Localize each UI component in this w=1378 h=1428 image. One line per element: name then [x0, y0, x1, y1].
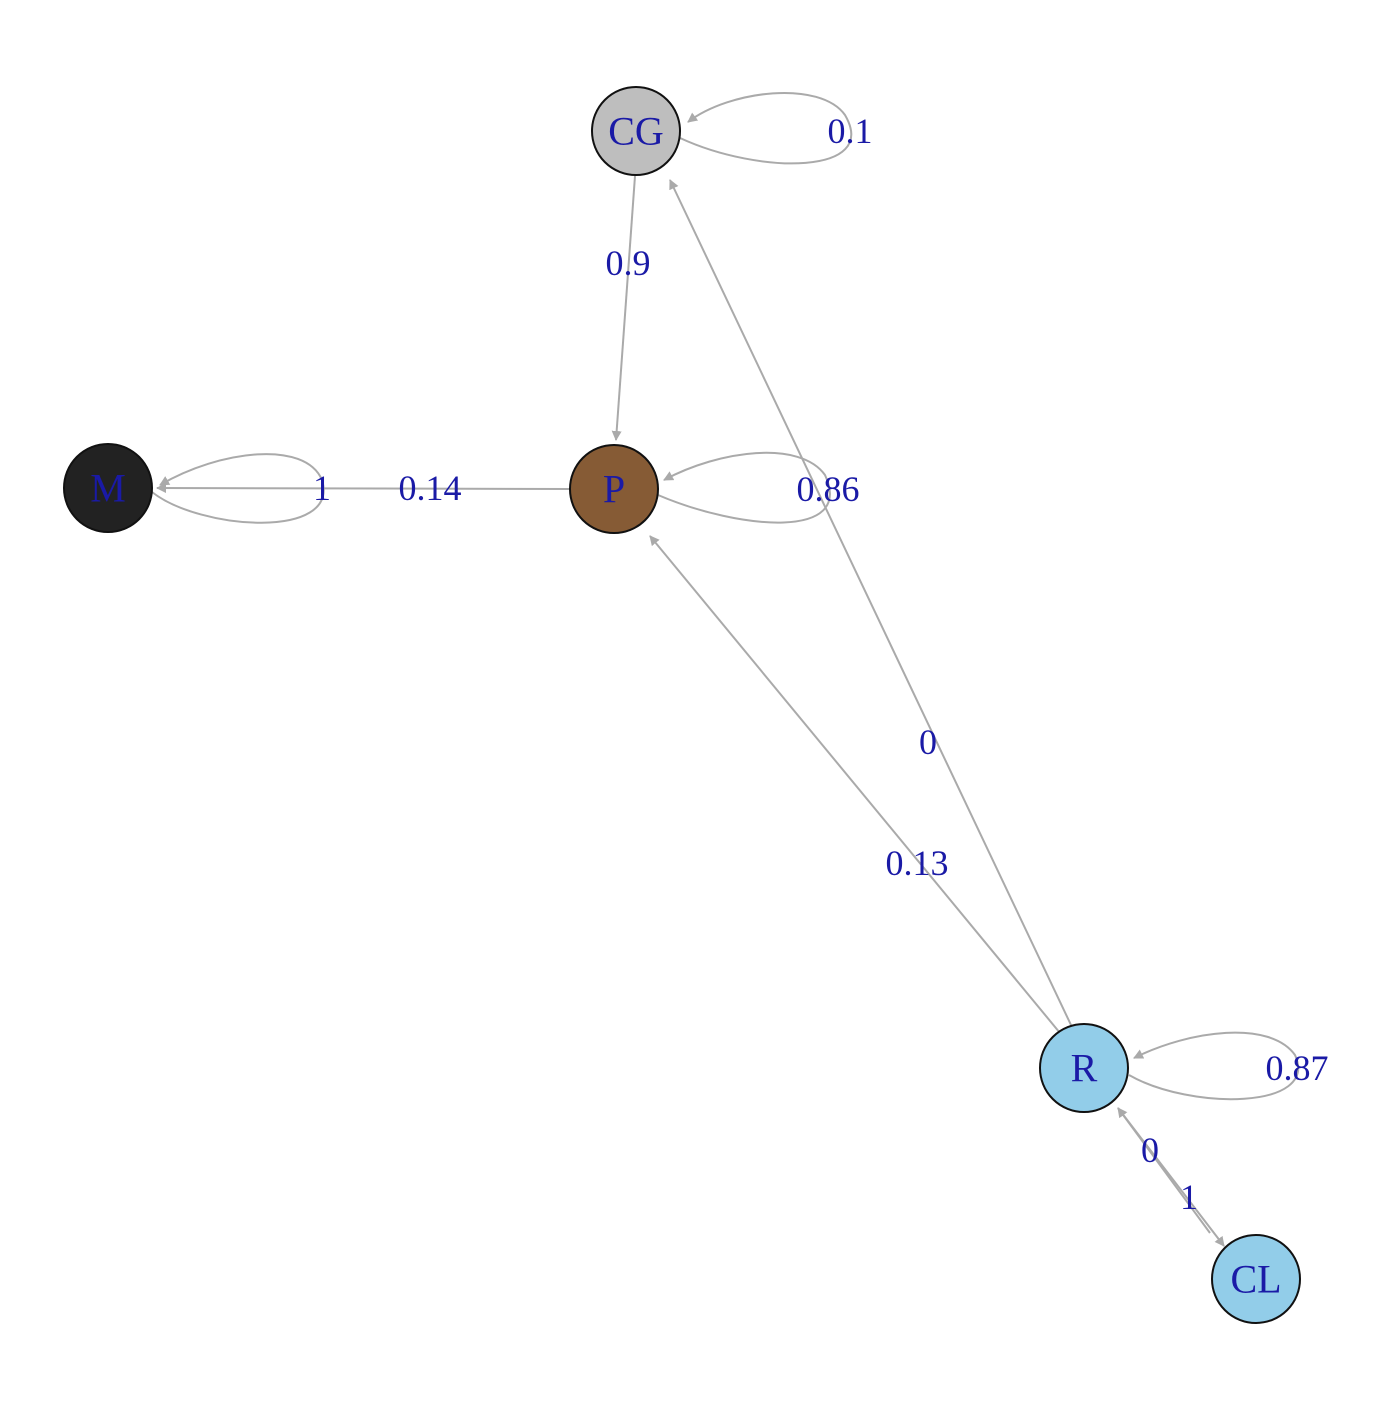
edge-label-r-r: 0.87	[1266, 1048, 1329, 1088]
node-r[interactable]: R	[1039, 1023, 1129, 1113]
edge-m-m	[151, 453, 325, 524]
edge-label-cl-r: 0	[1141, 1130, 1159, 1170]
node-p-label: P	[603, 467, 625, 512]
edge-p-m	[156, 483, 571, 494]
node-r-label: R	[1071, 1046, 1098, 1091]
node-m-label: M	[90, 466, 126, 511]
node-m[interactable]: M	[63, 443, 153, 533]
edge-r-cl	[1117, 1107, 1225, 1247]
node-cg-circle	[591, 86, 681, 176]
node-cl[interactable]: CL	[1211, 1234, 1301, 1324]
nodes: CG M P R CL	[63, 86, 1301, 1324]
edges	[151, 91, 1299, 1247]
edge-label-r-p: 0.13	[886, 843, 949, 883]
edge-r-p	[649, 535, 1061, 1034]
node-p-circle	[569, 444, 659, 534]
edge-cg-cg	[679, 91, 853, 165]
node-cl-circle	[1211, 1234, 1301, 1324]
edge-label-cg-cg: 0.1	[828, 111, 873, 151]
edge-r-r	[1128, 1031, 1299, 1101]
node-p[interactable]: P	[569, 444, 659, 534]
node-cg-label: CG	[608, 109, 664, 154]
node-cg[interactable]: CG	[591, 86, 681, 176]
edge-label-r-cl: 1	[1180, 1177, 1198, 1217]
edge-r-cg	[669, 179, 1072, 1026]
edge-cg-p	[611, 175, 636, 441]
edge-p-p	[657, 451, 831, 524]
edge-label-m-m: 1	[313, 468, 331, 508]
edge-label-cg-p: 0.9	[606, 243, 651, 283]
node-r-circle	[1039, 1023, 1129, 1113]
edge-label-p-m: 0.14	[399, 468, 462, 508]
node-cl-label: CL	[1230, 1257, 1281, 1302]
node-m-circle	[63, 443, 153, 533]
edge-label-p-p: 0.86	[797, 469, 860, 509]
edge-label-r-cg: 0	[919, 722, 937, 762]
edge-labels: 0.1 0.9 1 0.14 0.86 0 0.13 0.87 0 1	[313, 111, 1329, 1217]
